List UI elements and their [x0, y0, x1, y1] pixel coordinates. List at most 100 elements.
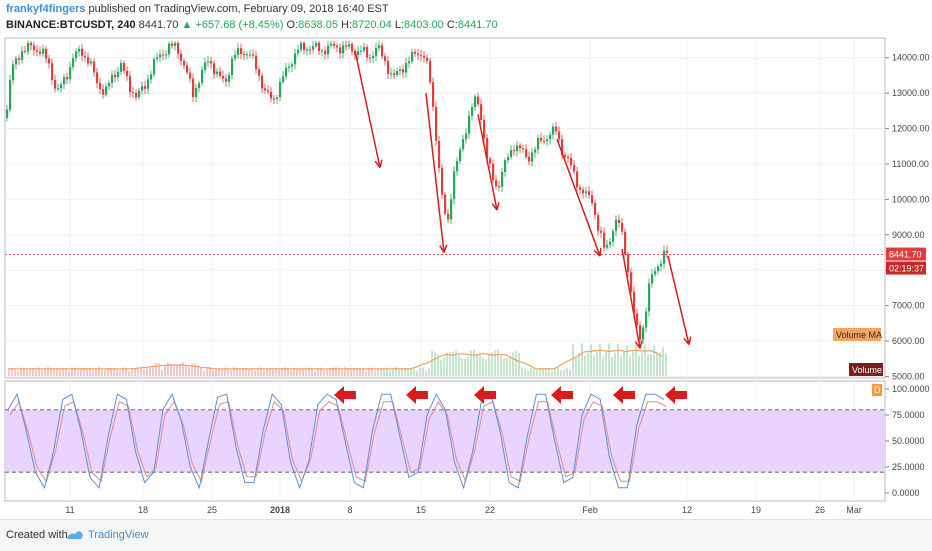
volume-bar	[140, 368, 142, 376]
publish-text: published on TradingView.com, February 0…	[88, 3, 389, 15]
candle-body	[231, 58, 234, 76]
volume-bar	[308, 367, 310, 376]
candle-body	[585, 191, 588, 194]
volume-bar	[242, 368, 244, 376]
volume-bar	[86, 368, 88, 376]
candle-body	[219, 71, 222, 76]
candle-body	[492, 163, 495, 181]
candle-body	[405, 63, 408, 73]
candle-body	[153, 58, 156, 75]
volume-bar	[392, 369, 394, 376]
candle-body	[657, 266, 660, 272]
candle-body	[192, 78, 195, 97]
candle-body	[69, 67, 72, 80]
volume-bar	[143, 369, 145, 376]
stoch-signal-arrow	[406, 386, 428, 404]
volume-bar	[590, 344, 592, 376]
stoch-signal-arrow	[613, 386, 635, 404]
volume-bar	[11, 367, 13, 376]
x-tick-label: 18	[138, 505, 148, 515]
volume-bar	[326, 368, 328, 376]
volume-bar	[509, 356, 511, 376]
candle-body	[114, 74, 117, 78]
candle-body	[594, 203, 597, 216]
volume-bar	[329, 369, 331, 376]
candle-body	[141, 86, 144, 91]
candle-body	[282, 76, 285, 82]
volume-bar	[206, 368, 208, 376]
volume-bar	[311, 367, 313, 376]
volume-bar	[131, 367, 133, 376]
volume-bar	[335, 367, 337, 376]
volume-bar	[305, 370, 307, 376]
chart-canvas[interactable]: 11 18 25 2018 8 15 22 Feb 12 19 26 Mar 14000.00 13000…	[0, 0, 932, 519]
volume-bar	[182, 362, 184, 376]
candle-body	[555, 126, 558, 132]
volume-bar	[386, 367, 388, 376]
candle-body	[303, 43, 306, 51]
stoch-y-tick-label: 75.0000	[892, 410, 925, 420]
volume-bar	[272, 369, 274, 376]
volume-bar	[623, 352, 625, 376]
candle-body	[531, 152, 534, 162]
volume-bar	[533, 368, 535, 376]
x-tick-label: 8	[347, 505, 352, 515]
volume-bar	[59, 369, 61, 376]
volume-bar	[158, 363, 160, 376]
candle-body	[108, 83, 111, 87]
y-tick-label: 12000.00	[892, 124, 930, 134]
volume-bar	[47, 367, 49, 376]
volume-bar	[641, 352, 643, 376]
volume-bar	[32, 368, 34, 376]
volume-tag-text: Volume	[852, 365, 882, 375]
volume-bar	[593, 355, 595, 376]
candle-body	[12, 64, 15, 81]
volume-bar	[632, 351, 634, 376]
volume-bar	[230, 370, 232, 376]
volume-bar	[476, 354, 478, 376]
ohlc-legend: BINANCE:BTCUSDT, 240 8441.70 ▲ +657.68 (…	[6, 19, 498, 31]
candle-body	[9, 80, 12, 110]
volume-bar	[233, 367, 235, 376]
candle-body	[507, 157, 510, 161]
price-change: ▲ +657.68 (+8.45%)	[181, 19, 284, 31]
candle-body	[513, 150, 516, 152]
volume-bar	[125, 368, 127, 376]
volume-bar	[173, 366, 175, 376]
candle-body	[135, 92, 138, 98]
candle-body	[27, 42, 30, 52]
volume-bar	[350, 369, 352, 376]
open-label: O:	[286, 19, 299, 31]
candle-body	[426, 57, 429, 61]
candle-body	[285, 67, 288, 77]
candle-body	[294, 53, 297, 65]
candle-body	[222, 75, 225, 79]
candle-body	[207, 61, 210, 63]
volume-bar	[191, 363, 193, 376]
candle-body	[456, 161, 459, 172]
volume-bar	[374, 370, 376, 376]
candle-body	[510, 150, 513, 158]
volume-bar	[62, 367, 64, 376]
author-name[interactable]: frankyf4fingers	[6, 3, 86, 15]
candle-body	[195, 87, 198, 97]
x-tick-label: 22	[485, 505, 495, 515]
low-value: 8403.00	[404, 19, 444, 31]
volume-bar	[26, 370, 28, 376]
candle-body	[129, 76, 132, 93]
candle-body	[177, 43, 180, 54]
candle-body	[99, 83, 102, 90]
x-tick-label: Mar	[846, 505, 862, 515]
volume-bar	[128, 371, 130, 376]
candle-body	[483, 119, 486, 139]
volume-bar	[65, 368, 67, 376]
trend-arrowhead	[443, 244, 448, 253]
stoch-signal-arrow	[665, 386, 687, 404]
candle-body	[489, 158, 492, 164]
candle-body	[450, 199, 453, 220]
tradingview-link[interactable]: TradingView	[88, 529, 149, 541]
candle-body	[441, 167, 444, 195]
candle-body	[666, 250, 669, 254]
candle-body	[315, 42, 318, 47]
volume-bar	[89, 367, 91, 376]
